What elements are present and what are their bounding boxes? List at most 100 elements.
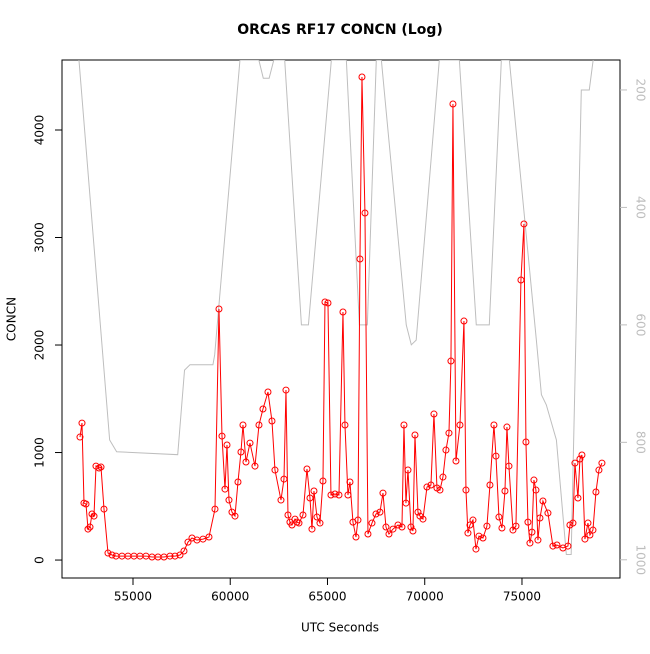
data-point bbox=[452, 457, 460, 465]
data-point bbox=[411, 431, 419, 439]
data-point bbox=[259, 405, 267, 413]
data-point bbox=[88, 510, 96, 518]
data-point bbox=[284, 511, 292, 519]
data-point bbox=[303, 465, 311, 473]
x-tick-label: 65000 bbox=[308, 590, 346, 604]
data-point bbox=[327, 491, 335, 499]
data-point bbox=[166, 552, 174, 560]
data-point bbox=[460, 317, 468, 325]
data-point bbox=[479, 534, 487, 542]
data-point bbox=[407, 523, 415, 531]
data-point bbox=[528, 528, 536, 536]
data-point bbox=[404, 466, 412, 474]
data-point bbox=[466, 521, 474, 529]
data-point bbox=[76, 433, 84, 441]
data-point bbox=[456, 421, 464, 429]
y-axis-label: CONCN bbox=[5, 297, 19, 341]
data-point bbox=[486, 481, 494, 489]
data-point bbox=[539, 497, 547, 505]
data-point bbox=[427, 481, 435, 489]
data-point bbox=[376, 508, 384, 516]
data-point bbox=[282, 386, 290, 394]
data-point bbox=[598, 459, 606, 467]
data-point bbox=[505, 462, 513, 470]
data-point bbox=[402, 499, 410, 507]
data-point bbox=[344, 491, 352, 499]
data-point bbox=[447, 357, 455, 365]
y-tick-label: 1000 bbox=[33, 437, 47, 468]
data-point bbox=[176, 551, 184, 559]
secondary-line bbox=[78, 60, 594, 556]
x-tick-label: 60000 bbox=[211, 590, 249, 604]
data-point bbox=[492, 452, 500, 460]
data-point bbox=[490, 421, 498, 429]
x-tick-label: 70000 bbox=[406, 590, 444, 604]
x-axis-label: UTC Seconds bbox=[301, 621, 379, 635]
data-point bbox=[522, 438, 530, 446]
data-point bbox=[234, 478, 242, 486]
y-tick-label: 2000 bbox=[33, 330, 47, 361]
data-point bbox=[361, 209, 369, 217]
data-point bbox=[398, 523, 406, 531]
data-point bbox=[569, 519, 577, 527]
data-point bbox=[308, 525, 316, 533]
data-point bbox=[581, 535, 589, 543]
data-point bbox=[82, 500, 90, 508]
data-point bbox=[339, 308, 347, 316]
data-point bbox=[394, 521, 402, 529]
data-point bbox=[299, 511, 307, 519]
data-point bbox=[544, 509, 552, 517]
data-point bbox=[442, 446, 450, 454]
data-point bbox=[501, 487, 509, 495]
data-point bbox=[571, 459, 579, 467]
chart-title: ORCAS RF17 CONCN (Log) bbox=[237, 22, 443, 38]
data-point bbox=[483, 522, 491, 530]
data-point bbox=[534, 536, 542, 544]
data-point bbox=[589, 526, 597, 534]
data-point bbox=[104, 549, 112, 557]
y2-tick-label: 1000 bbox=[634, 545, 648, 576]
data-point bbox=[84, 525, 92, 533]
data-point bbox=[475, 532, 483, 540]
data-point bbox=[584, 519, 592, 527]
data-point bbox=[205, 533, 213, 541]
data-point bbox=[549, 542, 557, 550]
data-point bbox=[358, 73, 366, 81]
data-point bbox=[90, 512, 98, 520]
data-point bbox=[246, 439, 254, 447]
y-tick-label: 0 bbox=[33, 556, 47, 564]
data-point bbox=[268, 417, 276, 425]
data-point bbox=[592, 488, 600, 496]
data-point bbox=[574, 494, 582, 502]
data-point bbox=[469, 516, 477, 524]
data-point bbox=[356, 255, 364, 263]
data-point bbox=[445, 429, 453, 437]
data-point bbox=[498, 524, 506, 532]
y-tick-label: 3000 bbox=[33, 222, 47, 253]
data-point bbox=[108, 551, 116, 559]
data-point bbox=[218, 432, 226, 440]
data-point bbox=[430, 410, 438, 418]
data-point bbox=[512, 522, 520, 530]
data-point bbox=[184, 538, 192, 546]
data-point bbox=[264, 388, 272, 396]
data-point bbox=[211, 505, 219, 513]
data-point bbox=[341, 421, 349, 429]
data-point bbox=[419, 515, 427, 523]
data-point bbox=[239, 421, 247, 429]
data-point bbox=[400, 421, 408, 429]
data-point bbox=[578, 451, 586, 459]
data-point bbox=[288, 521, 296, 529]
data-point bbox=[536, 514, 544, 522]
data-point bbox=[171, 552, 179, 560]
data-point bbox=[280, 475, 288, 483]
data-point bbox=[414, 508, 422, 516]
data-point bbox=[354, 516, 362, 524]
data-point bbox=[324, 299, 332, 307]
data-point bbox=[251, 462, 259, 470]
data-point bbox=[231, 512, 239, 520]
data-point bbox=[495, 513, 503, 521]
data-point bbox=[313, 513, 321, 521]
data-point bbox=[100, 505, 108, 513]
data-point bbox=[364, 530, 372, 538]
